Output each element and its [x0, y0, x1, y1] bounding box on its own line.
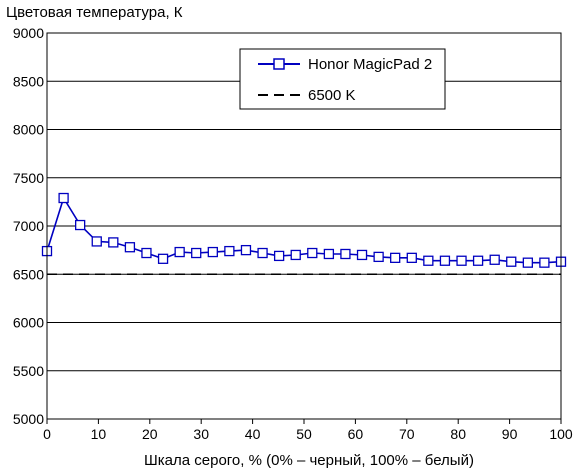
legend-label-6500: 6500 K: [308, 87, 356, 104]
data-point: [257, 247, 268, 259]
x-tick-label: 90: [502, 426, 518, 442]
data-point: [356, 249, 368, 261]
data-point: [75, 219, 86, 231]
plot-frame: [46, 32, 562, 420]
legend: Honor MagicPad 2 6500 K: [239, 48, 446, 110]
data-point: [522, 257, 533, 268]
x-tick-label: 60: [348, 426, 364, 442]
y-tick-label: 5000: [13, 411, 44, 427]
data-point: [423, 255, 434, 266]
y-tick-label: 7000: [13, 218, 44, 234]
x-ticks: 0 10 20 30 40 50 60 70 80 90 100: [43, 419, 573, 442]
legend-label-honor: Honor MagicPad 2: [308, 56, 432, 73]
data-point: [207, 246, 218, 258]
x-tick-label: 0: [43, 426, 51, 442]
data-point: [539, 257, 550, 268]
x-tick-label: 80: [450, 426, 466, 442]
x-tick-label: 20: [142, 426, 158, 442]
data-point: [224, 245, 235, 257]
data-point: [406, 252, 417, 263]
plot-area: [41, 192, 567, 275]
x-tick-label: 10: [91, 426, 107, 442]
data-point: [290, 249, 301, 261]
data-point: [91, 236, 102, 247]
y-tick-label: 6500: [13, 266, 44, 282]
data-point: [489, 254, 500, 265]
data-point: [141, 247, 152, 259]
y-tick-label: 9000: [13, 25, 44, 41]
data-point: [340, 248, 351, 260]
data-point: [58, 192, 69, 204]
data-point: [390, 252, 401, 263]
data-point: [307, 247, 318, 259]
series-line-honor: [46, 196, 562, 264]
data-point: [174, 246, 185, 258]
data-point: [124, 242, 136, 253]
data-point: [506, 256, 517, 267]
data-point: [191, 247, 202, 259]
y-axis-title: Цветовая температура, К: [6, 4, 183, 21]
x-tick-label: 40: [245, 426, 261, 442]
x-axis-title: Шкала серого, % (0% – черный, 100% – бел…: [144, 452, 474, 469]
data-point: [323, 248, 335, 260]
y-tick-label: 7500: [13, 170, 44, 186]
x-tick-label: 30: [193, 426, 209, 442]
y-tick-label: 6000: [13, 315, 44, 331]
data-point: [240, 244, 252, 256]
data-point: [456, 255, 467, 266]
data-point: [472, 255, 484, 266]
y-tick-label: 8000: [13, 122, 44, 138]
data-point: [373, 251, 384, 263]
y-ticks: 5000 5500 6000 6500 7000 7500 8000 8500 9000: [13, 25, 44, 427]
x-tick-label: 70: [399, 426, 415, 442]
data-point: [157, 253, 169, 264]
data-point: [439, 255, 451, 266]
y-tick-label: 5500: [13, 363, 44, 379]
data-point: [108, 237, 119, 248]
x-tick-label: 50: [296, 426, 312, 442]
y-tick-label: 8500: [13, 73, 44, 89]
legend-marker-honor: [273, 58, 285, 70]
data-point: [273, 250, 285, 262]
x-tick-label: 100: [549, 426, 573, 442]
